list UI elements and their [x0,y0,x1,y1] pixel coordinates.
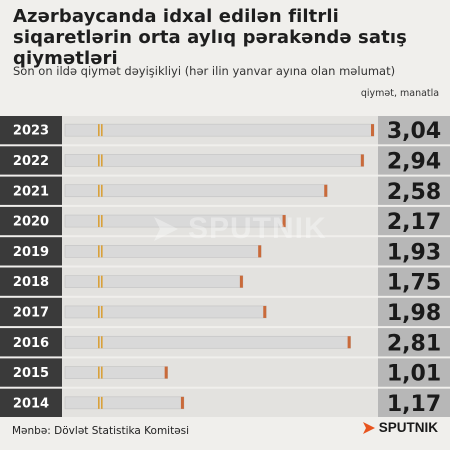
cigarette-filter-band [101,366,103,379]
year-cell [0,328,62,357]
cigarette-tip [263,305,267,318]
cigarette-filter-band [101,215,103,228]
cigarette-filter-band [101,184,103,197]
cigarette-tip [324,184,328,197]
cigarette-bar [64,123,375,137]
value-cell [378,388,450,417]
cigarette-filter-band [98,124,100,137]
cigarette-bar [64,305,267,319]
cigarette-filter-band [98,366,100,379]
value-cell [378,328,450,357]
year-cell [0,388,62,417]
cigarette-tip [164,366,168,379]
cigarette-tip [180,396,184,409]
year-label: 2016 [13,336,49,351]
cigarette-tip [258,245,262,258]
value-label: 2,58 [387,180,441,205]
cigarette-filter-band [101,336,103,349]
cigarette-bar [64,275,244,288]
value-label: 1,75 [387,271,441,296]
sputnik-watermark: SPUTNIK [150,212,327,246]
unit-label: qiymət, manatla [360,88,440,99]
year-label: 2017 [13,305,49,320]
cigarette-bar [64,184,328,198]
value-cell [378,176,450,205]
year-cell [0,116,62,145]
value-label: 1,01 [387,362,441,387]
cigarette-filter-band [98,396,100,409]
cigarette-filter-band [101,124,103,137]
year-cell [0,297,62,327]
brand-name: SPUTNIK [378,420,438,435]
cigarette-bar [64,245,262,258]
value-label: 1,17 [387,392,441,417]
year-cell [0,237,62,266]
cigarette-tip [239,275,243,288]
cigarette-tip [282,215,286,228]
year-cell [0,358,62,387]
year-cell [0,267,62,296]
year-label: 2019 [13,245,49,260]
cigarette-filter-band [101,275,103,288]
value-cell [378,206,450,236]
year-label: 2020 [13,215,49,230]
cigarette-filter-band [98,215,100,228]
cigarette-bar [64,396,185,410]
sputnik-logo: SPUTNIK [362,420,438,435]
year-label: 2022 [13,154,49,169]
cigarette-bar [64,154,365,167]
cigarette-tip [347,336,351,349]
value-cell [378,358,450,387]
cigarette-filter-band [98,154,100,167]
year-cell [0,206,62,236]
value-cell [378,297,450,327]
year-label: 2018 [13,275,49,290]
cigarette-filter-band [98,245,100,258]
value-cell [378,146,450,175]
chart-subtitle: Son on ildə qiymət dəyişikliyi (hər ilin… [13,64,396,78]
cigarette-filter-band [98,305,100,318]
cigarette-bar [64,335,351,349]
cigarette-tip [371,124,374,137]
value-label: 1,98 [387,301,441,326]
cigarette-filter-band [101,245,103,258]
watermark-text: SPUTNIK [188,212,327,245]
year-label: 2021 [13,184,49,199]
year-cell [0,176,62,205]
cigarette-filter-band [101,396,103,409]
cigarette-filter-band [98,275,100,288]
sputnik-watermark-icon [154,217,178,241]
cigarette-filter-band [98,336,100,349]
value-label: 2,81 [387,331,441,356]
sputnik-logo-icon [362,421,375,434]
cigarette-filter-band [101,305,103,318]
cigarette-filter-band [98,184,100,197]
value-cell [378,267,450,296]
value-label: 1,93 [387,240,441,265]
value-label: 3,04 [387,119,441,144]
value-cell [378,116,450,145]
value-label: 2,17 [387,210,441,235]
cigarette-filter-band [101,154,103,167]
source-note: Mənbə: Dövlət Statistika Komitəsi [12,425,190,437]
value-label: 2,94 [387,149,441,174]
year-label: 2023 [13,124,49,139]
year-label: 2014 [13,396,49,411]
value-cell [378,237,450,266]
year-cell [0,146,62,175]
chart-title: Azərbaycanda idxal edilən filtrli siqare… [13,6,407,69]
year-label: 2015 [13,366,49,381]
cigarette-bar [64,366,168,379]
cigarette-tip [360,154,364,167]
